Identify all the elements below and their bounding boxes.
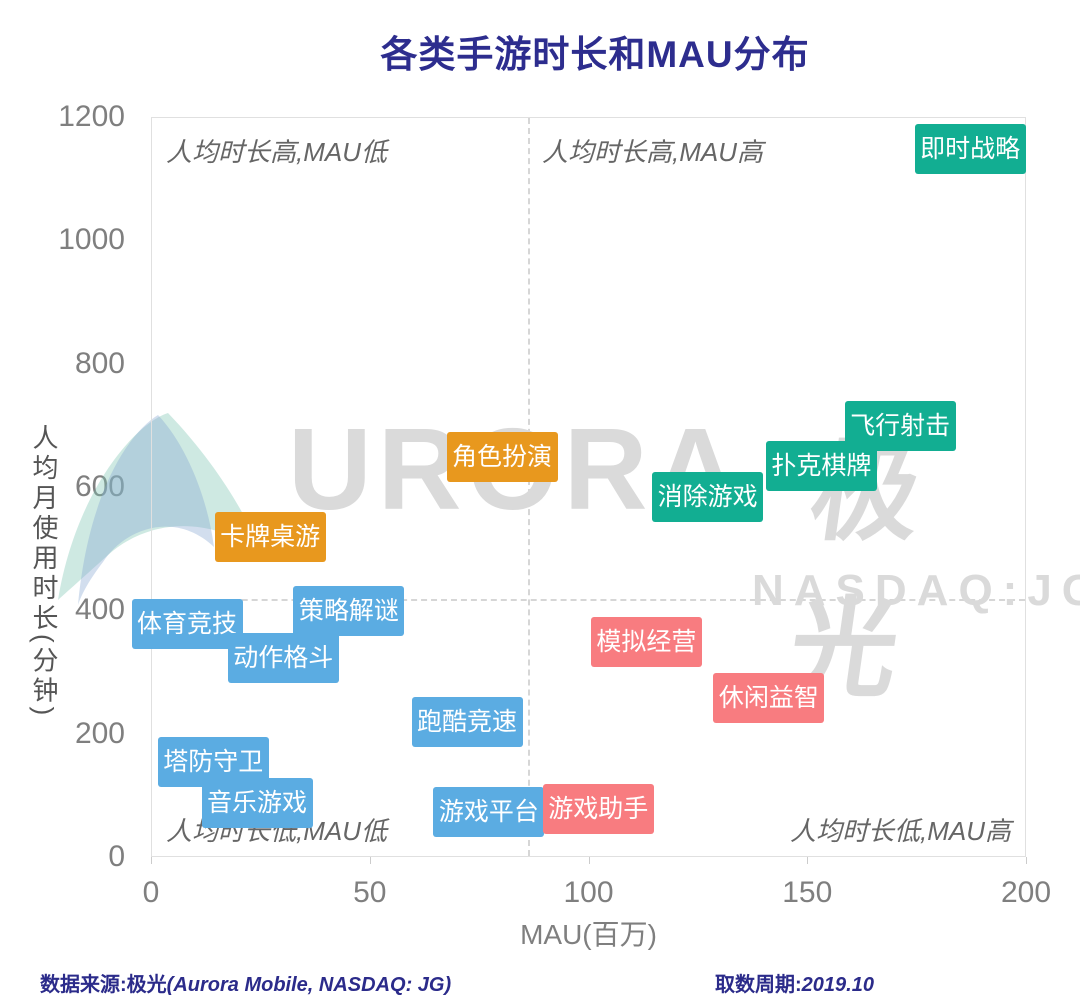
x-tick-label: 150 bbox=[782, 876, 833, 909]
y-tick-label: 0 bbox=[108, 840, 125, 873]
watermark-ticker: NASDAQ:JG bbox=[752, 566, 1080, 615]
footer-source-latin: (Aurora Mobile, NASDAQ: JG) bbox=[166, 974, 452, 996]
y-tick-label: 600 bbox=[74, 470, 125, 503]
y-tick-label: 200 bbox=[74, 716, 125, 750]
x-tick-mark bbox=[807, 857, 809, 864]
quadrant-divider-vertical bbox=[528, 118, 531, 856]
aurora-logo-watermark bbox=[58, 413, 261, 605]
footer-period-value: 2019.10 bbox=[801, 974, 874, 996]
game-category-box: 策略解谜 bbox=[293, 586, 405, 637]
game-category-box: 游戏助手 bbox=[542, 783, 654, 834]
x-axis-title: MAU(百万) bbox=[520, 919, 657, 950]
footer-data-source: 数据来源:极光(Aurora Mobile, NASDAQ: JG) bbox=[40, 968, 451, 997]
game-category-box: 扑克棋牌 bbox=[765, 441, 877, 492]
game-category-box: 跑酷竞速 bbox=[411, 697, 523, 748]
plot-area: URORA 极光 NASDAQ:JG 人均时长高,MAU低 人均时长高,MAU高… bbox=[131, 117, 1080, 857]
game-category-box: 休闲益智 bbox=[713, 672, 825, 723]
quadrant-label-bottom-right: 人均时长低,MAU高 bbox=[789, 816, 1011, 846]
y-tick-label: 1200 bbox=[58, 100, 125, 133]
x-tick-label: 0 bbox=[142, 876, 160, 909]
x-tick-label: 100 bbox=[563, 876, 614, 909]
x-tick-label: 50 bbox=[353, 876, 387, 909]
x-tick-label: 200 bbox=[1000, 876, 1052, 909]
game-category-box: 动作格斗 bbox=[227, 632, 339, 683]
x-tick-mark bbox=[151, 857, 152, 864]
game-category-box: 音乐游戏 bbox=[201, 777, 313, 828]
quadrant-label-top-right: 人均时长高,MAU高 bbox=[542, 137, 764, 167]
y-axis-title: 人均月使用时长(分钟) bbox=[29, 424, 59, 720]
game-category-box: 游戏平台 bbox=[433, 786, 545, 837]
footer-period: 取数周期:2019.10 bbox=[715, 968, 874, 997]
game-category-box: 即时战略 bbox=[914, 123, 1026, 174]
game-category-box: 模拟经营 bbox=[590, 617, 702, 668]
x-tick-mark bbox=[369, 857, 371, 864]
y-tick-label: 400 bbox=[74, 593, 125, 627]
chart-title: 各类手游时长和MAU分布 bbox=[380, 34, 810, 75]
game-category-box: 消除游戏 bbox=[652, 472, 764, 523]
game-category-box: 体育竞技 bbox=[131, 598, 243, 649]
footer-period-label: 取数周期: bbox=[715, 974, 802, 996]
game-category-box: 角色扮演 bbox=[446, 432, 558, 483]
game-category-box: 卡牌桌游 bbox=[214, 512, 326, 563]
quadrant-label-top-left: 人均时长高,MAU低 bbox=[166, 137, 388, 167]
quadrant-divider-horizontal bbox=[152, 599, 1025, 601]
footer-source-label: 数据来源: bbox=[40, 974, 127, 996]
x-tick-mark bbox=[1026, 857, 1027, 864]
y-tick-label: 800 bbox=[74, 346, 125, 380]
y-tick-label: 1000 bbox=[58, 223, 125, 257]
x-tick-mark bbox=[588, 857, 590, 864]
footer-source-brand: 极光 bbox=[126, 974, 167, 996]
